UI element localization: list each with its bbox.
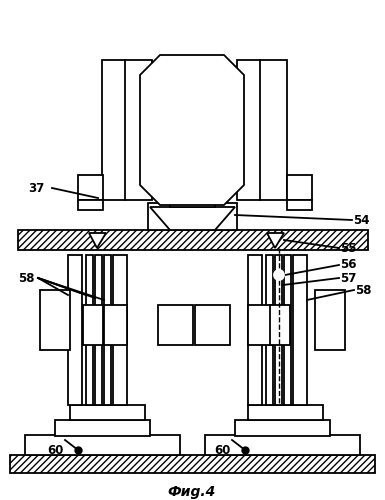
Bar — [293, 255, 307, 405]
Bar — [68, 255, 82, 405]
Bar — [248, 405, 323, 420]
Text: 54: 54 — [353, 214, 370, 226]
Bar — [86, 255, 93, 405]
Circle shape — [274, 270, 284, 280]
Polygon shape — [267, 233, 284, 248]
Bar — [237, 60, 287, 200]
Bar — [40, 290, 70, 350]
Bar — [78, 175, 103, 200]
Bar — [266, 255, 273, 405]
Text: 58: 58 — [18, 272, 35, 284]
Text: 56: 56 — [340, 258, 357, 272]
Bar — [195, 305, 230, 345]
Polygon shape — [89, 233, 106, 248]
Bar — [284, 255, 291, 405]
Polygon shape — [140, 55, 244, 205]
Bar — [170, 195, 215, 207]
Bar — [315, 290, 345, 350]
Bar — [148, 203, 237, 230]
Text: Фиg.4: Фиg.4 — [168, 485, 216, 499]
Text: 55: 55 — [340, 242, 357, 254]
Bar — [287, 175, 312, 200]
Text: 57: 57 — [340, 272, 357, 284]
Bar — [205, 435, 360, 455]
Bar — [113, 255, 127, 405]
Bar — [275, 255, 282, 405]
Bar — [95, 255, 102, 405]
Bar — [287, 200, 312, 210]
Bar — [18, 230, 368, 250]
Bar — [55, 420, 150, 436]
Bar — [270, 305, 290, 345]
Bar — [235, 420, 330, 436]
Bar — [78, 200, 103, 210]
Bar — [104, 255, 111, 405]
Bar — [248, 305, 271, 345]
Bar — [102, 60, 152, 200]
Polygon shape — [150, 207, 235, 230]
Text: 60: 60 — [214, 444, 230, 456]
Bar — [25, 435, 180, 455]
Text: 58: 58 — [355, 284, 372, 296]
Bar — [158, 305, 193, 345]
Bar — [70, 405, 145, 420]
Bar — [248, 255, 262, 405]
Bar — [104, 305, 127, 345]
Bar — [83, 305, 103, 345]
Bar — [10, 455, 375, 473]
Text: 60: 60 — [47, 444, 63, 456]
Text: 37: 37 — [28, 182, 44, 194]
